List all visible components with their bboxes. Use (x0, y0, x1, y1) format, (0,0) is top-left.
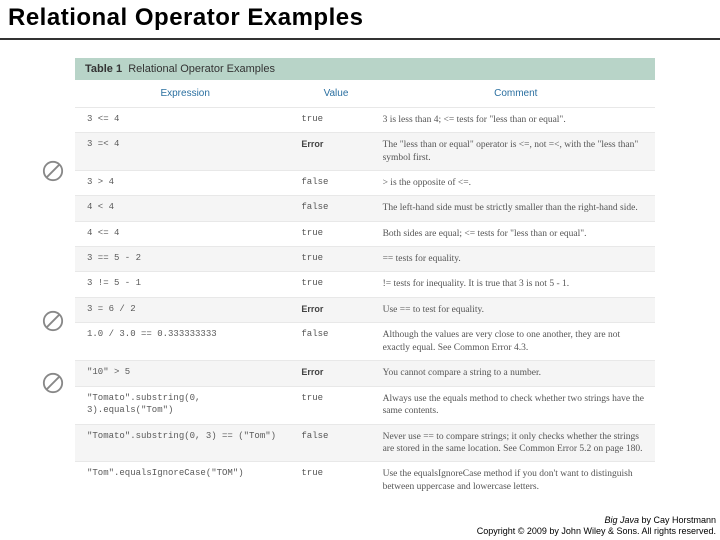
table-row: 3 == 5 - 2true== tests for equality. (75, 247, 655, 272)
cell-expression: 4 <= 4 (75, 221, 295, 246)
cell-value: true (295, 247, 376, 272)
table-row: "Tomato".substring(0, 3).equals("Tom")tr… (75, 386, 655, 424)
page-title: Relational Operator Examples (0, 0, 720, 40)
cell-expression: 3 > 4 (75, 171, 295, 196)
cell-value: Error (295, 297, 376, 323)
prohibition-icon (42, 310, 64, 332)
cell-expression: "Tomato".substring(0, 3) == ("Tom") (75, 424, 295, 462)
cell-comment: The left-hand side must be strictly smal… (377, 196, 655, 221)
cell-comment: Both sides are equal; <= tests for "less… (377, 221, 655, 246)
cell-comment: The "less than or equal" operator is <=,… (377, 133, 655, 171)
cell-expression: 3 == 5 - 2 (75, 247, 295, 272)
table-row: 3 > 4false> is the opposite of <=. (75, 171, 655, 196)
table-row: 3 = 6 / 2ErrorUse == to test for equalit… (75, 297, 655, 323)
cell-expression: 3 =< 4 (75, 133, 295, 171)
cell-value: false (295, 424, 376, 462)
cell-value: Error (295, 133, 376, 171)
table-container: Table 1 Relational Operator Examples Exp… (75, 58, 655, 499)
cell-comment: == tests for equality. (377, 247, 655, 272)
cell-comment: > is the opposite of <=. (377, 171, 655, 196)
cell-expression: "10" > 5 (75, 361, 295, 387)
table-header-row: Expression Value Comment (75, 80, 655, 108)
cell-comment: Always use the equals method to check wh… (377, 386, 655, 424)
cell-comment: You cannot compare a string to a number. (377, 361, 655, 387)
cell-expression: "Tom".equalsIgnoreCase("TOM") (75, 462, 295, 499)
prohibition-icon (42, 372, 64, 394)
footer-copyright: Copyright © 2009 by John Wiley & Sons. A… (477, 526, 716, 536)
table-row: 3 =< 4ErrorThe "less than or equal" oper… (75, 133, 655, 171)
cell-expression: 4 < 4 (75, 196, 295, 221)
cell-value: true (295, 108, 376, 133)
table-row: "10" > 5ErrorYou cannot compare a string… (75, 361, 655, 387)
cell-value: false (295, 171, 376, 196)
header-expression: Expression (75, 80, 295, 108)
table-row: "Tomato".substring(0, 3) == ("Tom")false… (75, 424, 655, 462)
cell-value: true (295, 462, 376, 499)
cell-comment: Use == to test for equality. (377, 297, 655, 323)
cell-expression: "Tomato".substring(0, 3).equals("Tom") (75, 386, 295, 424)
cell-comment: Use the equalsIgnoreCase method if you d… (377, 462, 655, 499)
table-row: 4 < 4falseThe left-hand side must be str… (75, 196, 655, 221)
examples-table: Expression Value Comment 3 <= 4true3 is … (75, 80, 655, 499)
footer: Big Java by Cay Horstmann Copyright © 20… (477, 515, 716, 538)
cell-value: false (295, 323, 376, 361)
table-row: 3 != 5 - 1true!= tests for inequality. I… (75, 272, 655, 297)
cell-expression: 3 = 6 / 2 (75, 297, 295, 323)
cell-comment: != tests for inequality. It is true that… (377, 272, 655, 297)
cell-value: Error (295, 361, 376, 387)
cell-value: false (295, 196, 376, 221)
table-caption: Table 1 Relational Operator Examples (75, 58, 655, 80)
cell-value: true (295, 221, 376, 246)
prohibition-icon (42, 160, 64, 182)
table-row: 3 <= 4true3 is less than 4; <= tests for… (75, 108, 655, 133)
footer-author: by Cay Horstmann (639, 515, 716, 525)
cell-comment: Although the values are very close to on… (377, 323, 655, 361)
table-row: 4 <= 4trueBoth sides are equal; <= tests… (75, 221, 655, 246)
cell-comment: 3 is less than 4; <= tests for "less tha… (377, 108, 655, 133)
cell-comment: Never use == to compare strings; it only… (377, 424, 655, 462)
table-row: 1.0 / 3.0 == 0.333333333falseAlthough th… (75, 323, 655, 361)
header-value: Value (295, 80, 376, 108)
caption-label: Table 1 (85, 63, 122, 75)
cell-expression: 3 <= 4 (75, 108, 295, 133)
cell-expression: 1.0 / 3.0 == 0.333333333 (75, 323, 295, 361)
cell-value: true (295, 272, 376, 297)
table-row: "Tom".equalsIgnoreCase("TOM")trueUse the… (75, 462, 655, 499)
cell-value: true (295, 386, 376, 424)
caption-title: Relational Operator Examples (128, 63, 275, 75)
cell-expression: 3 != 5 - 1 (75, 272, 295, 297)
header-comment: Comment (377, 80, 655, 108)
footer-book: Big Java (604, 515, 639, 525)
